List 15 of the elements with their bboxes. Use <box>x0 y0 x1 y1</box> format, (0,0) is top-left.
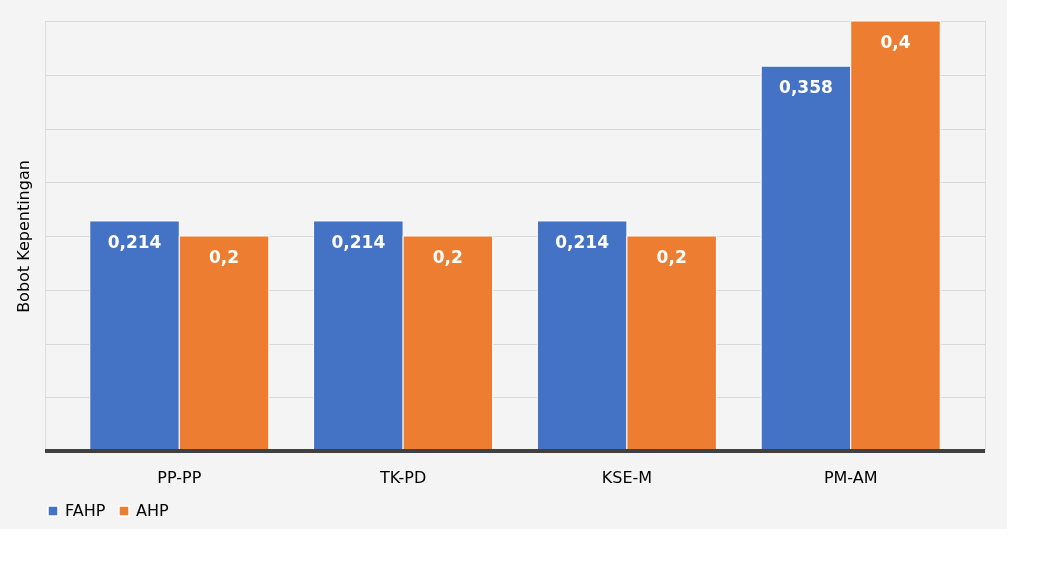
data-label: 0,358 <box>779 77 833 98</box>
x-tick-label: PM-AM <box>823 467 878 487</box>
legend-label: AHP <box>136 501 169 520</box>
data-label: 0,214 <box>555 231 610 252</box>
data-label: 0,4 <box>880 32 911 52</box>
x-tick-label: PP-PP <box>157 467 202 487</box>
data-label: 0,2 <box>432 247 463 267</box>
y-axis-title: Bobot Kepentingan <box>13 160 33 313</box>
legend-label: FAHP <box>65 501 106 520</box>
data-label: 0,214 <box>331 231 386 252</box>
data-label: 0,2 <box>208 247 240 267</box>
x-tick-label: KSE-M <box>601 467 653 487</box>
data-label: 0,2 <box>656 247 687 267</box>
x-tick-label: TK-PD <box>378 467 427 487</box>
data-label: 0,214 <box>107 231 162 252</box>
